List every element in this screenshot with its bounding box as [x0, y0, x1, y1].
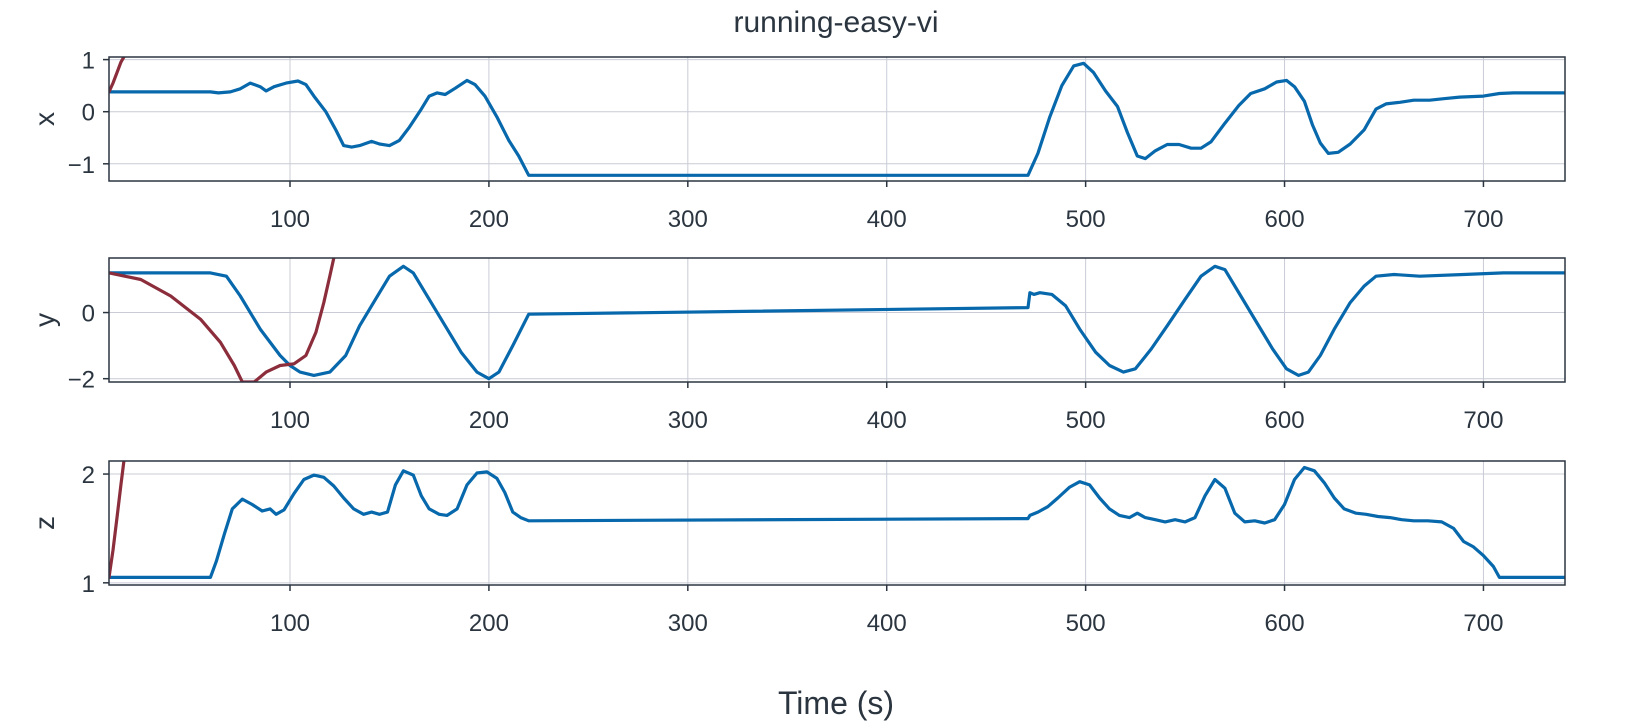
plot-frame — [108, 460, 1566, 586]
x-tick-label: 100 — [270, 206, 310, 233]
y-axis-label-y: y — [29, 313, 60, 327]
x-tick-label: 400 — [867, 407, 907, 434]
x-tick-label: 300 — [668, 407, 708, 434]
y-tick-label: 2 — [82, 462, 95, 489]
x-tick-label: 100 — [270, 610, 310, 637]
x-tick-label: 600 — [1265, 206, 1305, 233]
y-tick-label: −1 — [68, 152, 95, 179]
series-line-x-1 — [109, 61, 1565, 177]
series-line-y-1 — [109, 264, 1565, 381]
x-tick-label: 700 — [1463, 407, 1503, 434]
series-line-x-2 — [109, 57, 126, 94]
x-tick-label: 200 — [469, 206, 509, 233]
x-axis-label: Time (s) — [778, 685, 894, 721]
subplot-x: 100 200 300 400 500 600 700 −1 0 1 x — [29, 48, 1566, 233]
x-tick-label: 300 — [668, 610, 708, 637]
subplot-z: 100 200 300 400 500 600 700 1 2 z — [29, 460, 1566, 637]
y-tick-label: 1 — [82, 571, 95, 598]
x-tick-label: 500 — [1066, 206, 1106, 233]
y-tick-label: 1 — [82, 48, 95, 75]
y-axis-label-z: z — [29, 516, 60, 530]
grid-lines — [109, 258, 1565, 382]
series-line-z-2 — [109, 461, 126, 579]
x-tick-label: 300 — [668, 206, 708, 233]
x-tick-label: 200 — [469, 407, 509, 434]
x-tick-label: 400 — [867, 610, 907, 637]
chart-title: running-easy-vi — [733, 6, 938, 39]
plot-frame — [108, 257, 1566, 383]
y-tick-label: −2 — [68, 367, 95, 394]
x-tick-label: 600 — [1265, 407, 1305, 434]
x-tick-label: 600 — [1265, 610, 1305, 637]
x-tick-label: 100 — [270, 407, 310, 434]
grid-lines — [109, 57, 1565, 181]
series-line-z-1 — [109, 465, 1565, 579]
subplot-y: 100 200 300 400 500 600 700 −2 0 y — [29, 257, 1566, 434]
series-line-y-2 — [109, 258, 336, 382]
y-axis-label-x: x — [29, 112, 60, 126]
x-tick-label: 500 — [1066, 407, 1106, 434]
x-tick-label: 700 — [1463, 610, 1503, 637]
y-tick-label: 0 — [82, 100, 95, 127]
grid-lines — [109, 461, 1565, 585]
x-tick-label: 200 — [469, 610, 509, 637]
x-tick-label: 400 — [867, 206, 907, 233]
y-tick-label: 0 — [82, 301, 95, 328]
x-tick-label: 500 — [1066, 610, 1106, 637]
x-tick-label: 700 — [1463, 206, 1503, 233]
plot-frame — [108, 56, 1566, 182]
